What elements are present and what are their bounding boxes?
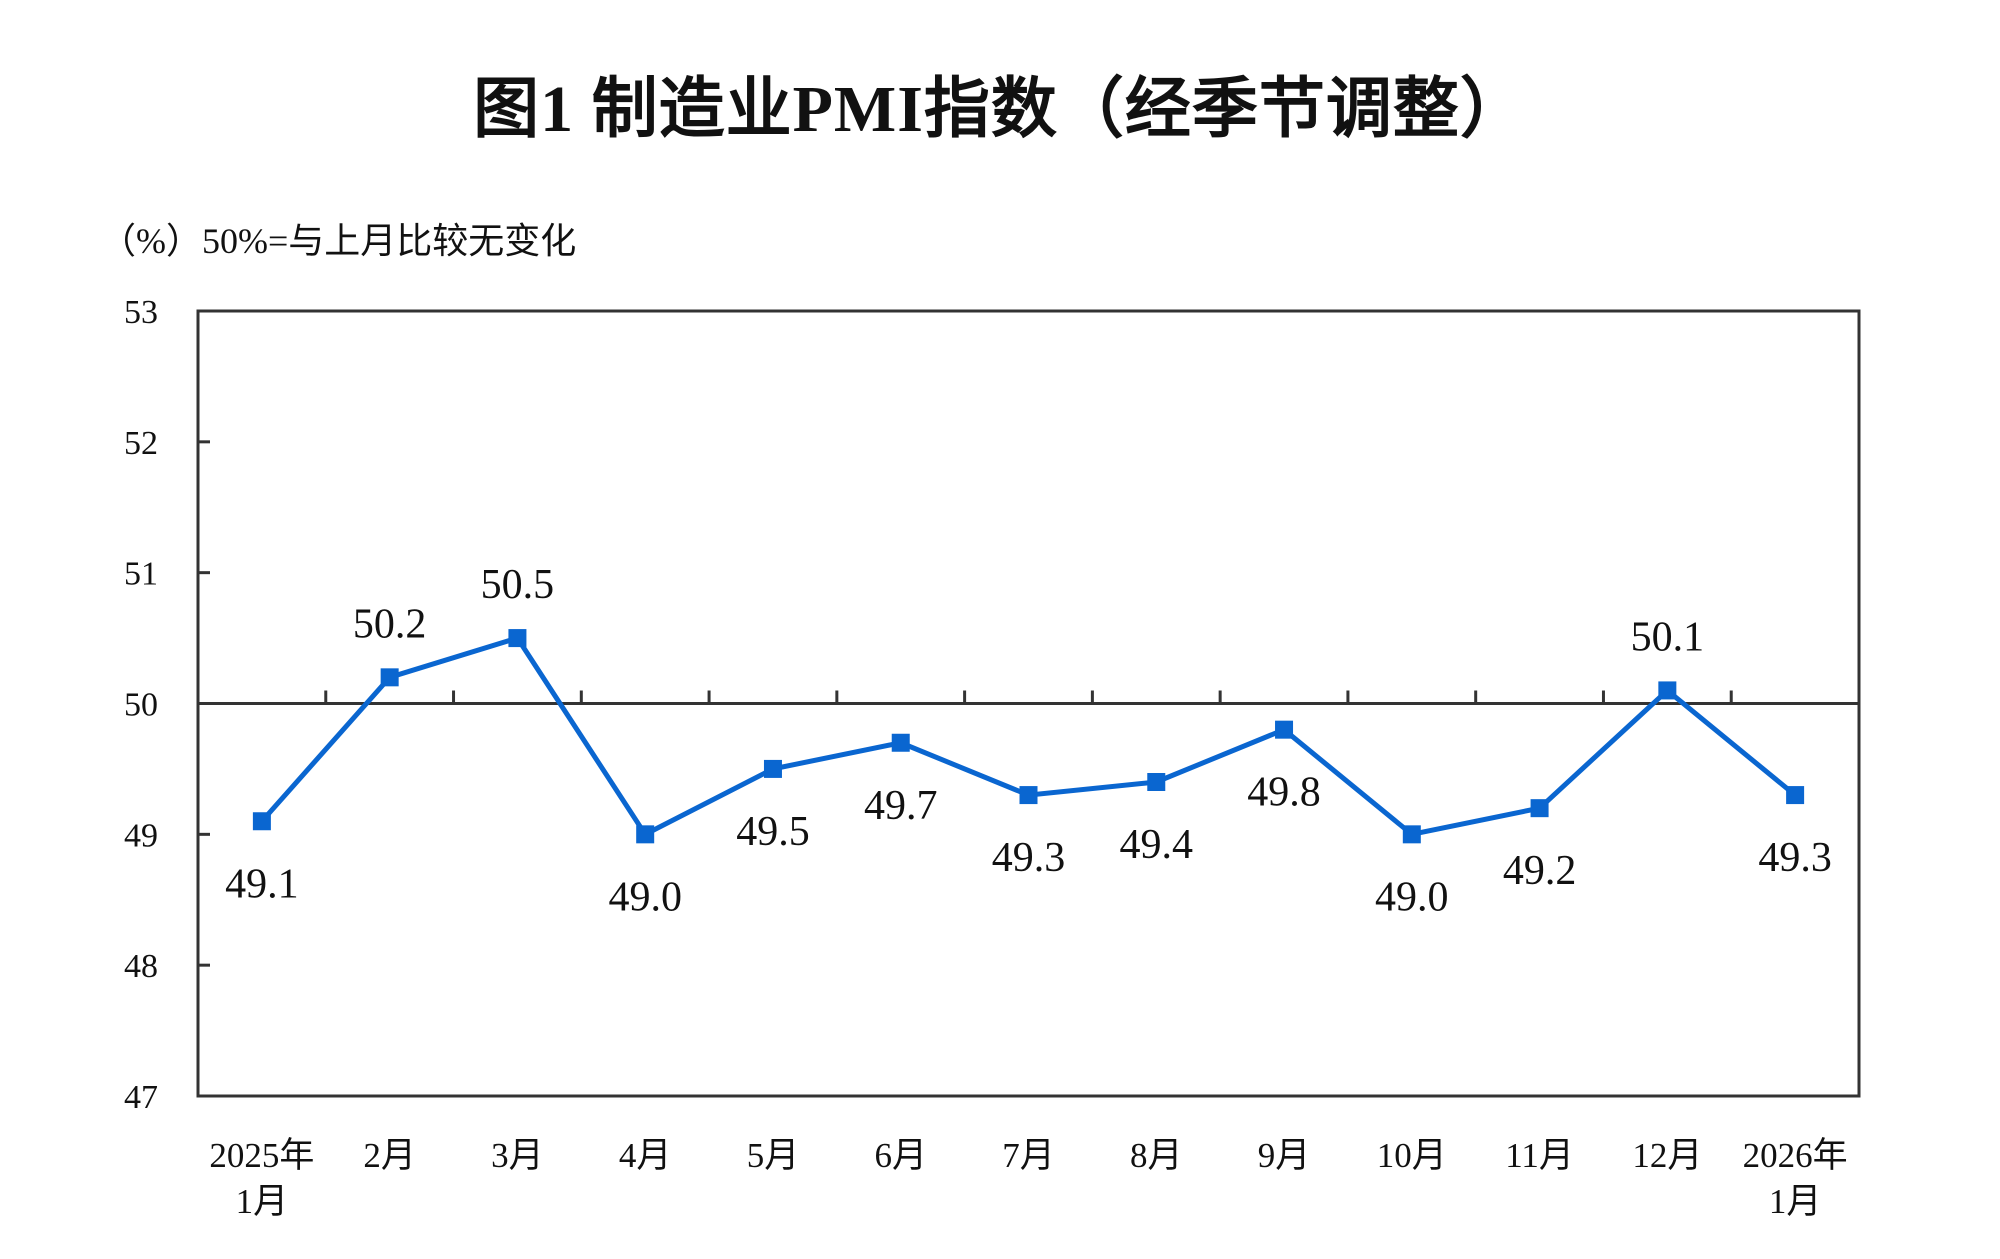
data-point-marker: [1275, 720, 1294, 739]
data-point-marker: [1786, 786, 1805, 805]
data-label: 50.5: [481, 562, 555, 608]
x-tick-label: 2026年 1月: [1743, 1136, 1848, 1221]
y-tick-label: 49: [124, 817, 158, 854]
data-label: 49.0: [608, 874, 682, 920]
x-tick-label: 9月: [1258, 1136, 1311, 1175]
data-point-marker: [508, 629, 527, 648]
x-tick-label: 2025年 1月: [209, 1136, 314, 1221]
data-label: 50.2: [353, 601, 427, 647]
data-label: 49.2: [1503, 848, 1577, 894]
data-label: 49.7: [864, 783, 938, 829]
data-point-marker: [1402, 825, 1421, 844]
x-tick-label: 6月: [874, 1136, 927, 1175]
y-tick-label: 53: [124, 294, 158, 331]
series-line: [260, 635, 1797, 838]
y-axis-unit-label: （%）50%=与上月比较无变化: [100, 221, 577, 261]
data-point-marker: [891, 733, 910, 752]
x-tick-label: 5月: [747, 1136, 800, 1175]
data-label: 49.3: [992, 835, 1066, 881]
y-tick-label: 50: [124, 687, 158, 724]
data-point-marker: [1530, 799, 1549, 818]
data-point-marker: [636, 825, 655, 844]
data-point-marker: [1147, 773, 1166, 791]
data-label: 49.4: [1120, 822, 1194, 868]
data-point-marker: [1019, 786, 1038, 805]
data-point-marker: [1658, 681, 1677, 700]
data-label: 49.5: [736, 809, 810, 855]
x-tick-label: 4月: [619, 1136, 672, 1175]
chart-title: 图1 制造业PMI指数（经季节调整）: [473, 73, 1527, 146]
x-tick-label: 2月: [363, 1136, 416, 1175]
data-label: 49.3: [1758, 835, 1832, 881]
x-tick-label: 10月: [1377, 1136, 1447, 1175]
x-tick-label: 7月: [1002, 1136, 1055, 1175]
y-tick-label: 51: [124, 556, 158, 593]
y-tick-label: 52: [124, 425, 158, 462]
y-tick-label: 47: [124, 1079, 158, 1116]
x-tick-label: 12月: [1632, 1136, 1702, 1175]
data-point-marker: [252, 812, 271, 831]
x-tick-label: 8月: [1130, 1136, 1183, 1175]
x-tick-label: 11月: [1505, 1136, 1574, 1175]
data-point-marker: [763, 759, 782, 778]
x-tick-label: 3月: [491, 1136, 544, 1175]
data-label: 49.0: [1375, 874, 1449, 920]
data-point-marker: [380, 668, 399, 687]
data-label: 49.8: [1247, 770, 1321, 816]
y-tick-label: 48: [124, 948, 158, 985]
data-label: 50.1: [1631, 614, 1705, 660]
data-label: 49.1: [225, 861, 299, 907]
